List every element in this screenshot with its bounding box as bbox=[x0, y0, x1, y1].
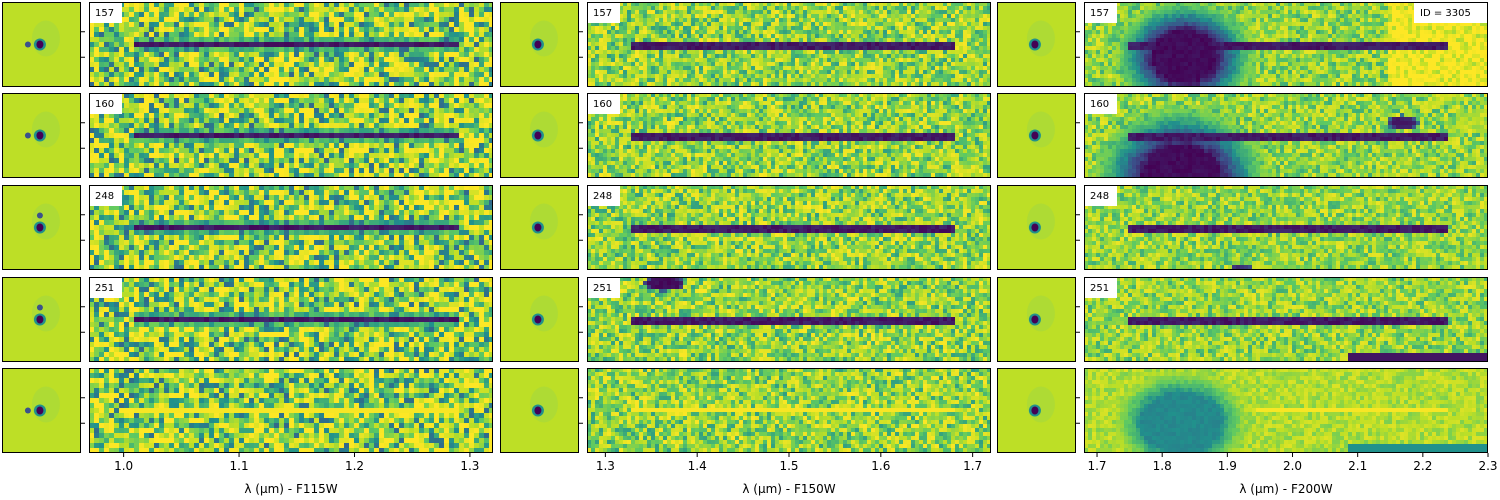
row-label-text: 251 bbox=[1090, 283, 1109, 294]
row-label-F200W-4: 251 bbox=[1085, 278, 1117, 298]
thumbnail-F115W-row-5 bbox=[2, 368, 85, 453]
row-label-F150W-4: 251 bbox=[588, 278, 620, 298]
xtick-label-F200W-2: 1.9 bbox=[1218, 459, 1237, 473]
row-label-text: 160 bbox=[1090, 99, 1109, 110]
row-label-F150W-2: 160 bbox=[588, 94, 620, 114]
xtick-label-F115W-0: 1.0 bbox=[114, 459, 133, 473]
thumbnail-F200W-row-3 bbox=[997, 185, 1080, 270]
xtick-label-F200W-4: 2.1 bbox=[1348, 459, 1367, 473]
xtick-label-F115W-2: 1.2 bbox=[345, 459, 364, 473]
row-label-F200W-1: 157 bbox=[1085, 3, 1117, 23]
spectrum-F200W-row-3 bbox=[1084, 185, 1488, 270]
spectrum-F200W-row-4 bbox=[1084, 277, 1488, 362]
spectrum-F115W-row-3 bbox=[89, 185, 493, 270]
spectrum-F150W-row-2 bbox=[587, 93, 991, 178]
thumbnail-F150W-row-3 bbox=[500, 185, 583, 270]
row-label-F115W-4: 251 bbox=[90, 278, 122, 298]
row-label-text: 160 bbox=[593, 99, 612, 110]
xtick-label-F150W-3: 1.6 bbox=[871, 459, 890, 473]
thumbnail-F200W-row-1 bbox=[997, 2, 1080, 87]
row-label-text: 251 bbox=[593, 283, 612, 294]
thumbnail-F115W-row-2 bbox=[2, 93, 85, 178]
row-label-F115W-3: 248 bbox=[90, 186, 122, 206]
row-label-text: 157 bbox=[593, 8, 612, 19]
object-id-label: ID = 3305 bbox=[1414, 3, 1487, 23]
thumbnail-F150W-row-5 bbox=[500, 368, 583, 453]
spectrum-F115W-row-2 bbox=[89, 93, 493, 178]
xtick-label-F150W-4: 1.7 bbox=[963, 459, 982, 473]
row-label-F150W-3: 248 bbox=[588, 186, 620, 206]
row-label-F150W-1: 157 bbox=[588, 3, 620, 23]
xtick-label-F200W-1: 1.8 bbox=[1153, 459, 1172, 473]
row-label-text: 248 bbox=[1090, 191, 1109, 202]
row-label-text: 248 bbox=[95, 191, 114, 202]
xtick-label-F200W-6: 2.3 bbox=[1478, 459, 1497, 473]
row-label-text: 251 bbox=[95, 283, 114, 294]
spectrum-F150W-row-5 bbox=[587, 368, 991, 453]
row-label-text: 157 bbox=[1090, 8, 1109, 19]
row-label-text: 157 bbox=[95, 8, 114, 19]
thumbnail-F115W-row-3 bbox=[2, 185, 85, 270]
spectrum-F115W-row-5 bbox=[89, 368, 493, 453]
thumbnail-F150W-row-1 bbox=[500, 2, 583, 87]
xtick-label-F150W-2: 1.5 bbox=[779, 459, 798, 473]
row-label-F115W-2: 160 bbox=[90, 94, 122, 114]
row-label-F115W-1: 157 bbox=[90, 3, 122, 23]
row-label-F200W-3: 248 bbox=[1085, 186, 1117, 206]
spectrum-F115W-row-1 bbox=[89, 2, 493, 87]
thumbnail-F150W-row-2 bbox=[500, 93, 583, 178]
spectrum-F150W-row-1 bbox=[587, 2, 991, 87]
spectrum-F150W-row-4 bbox=[587, 277, 991, 362]
row-label-text: 160 bbox=[95, 99, 114, 110]
spectrum-F200W-row-2 bbox=[1084, 93, 1488, 178]
xlabel-F115W: λ (μm) - F115W bbox=[244, 482, 337, 496]
xtick-label-F200W-3: 2.0 bbox=[1283, 459, 1302, 473]
spectrum-F200W-row-5 bbox=[1084, 368, 1488, 453]
xlabel-F150W: λ (μm) - F150W bbox=[742, 482, 835, 496]
object-id-text: ID = 3305 bbox=[1420, 8, 1471, 19]
xtick-label-F200W-5: 2.2 bbox=[1413, 459, 1432, 473]
thumbnail-F150W-row-4 bbox=[500, 277, 583, 362]
xtick-label-F150W-0: 1.3 bbox=[596, 459, 615, 473]
thumbnail-F115W-row-1 bbox=[2, 2, 85, 87]
row-label-text: 248 bbox=[593, 191, 612, 202]
spectrum-F115W-row-4 bbox=[89, 277, 493, 362]
thumbnail-F200W-row-2 bbox=[997, 93, 1080, 178]
xlabel-F200W: λ (μm) - F200W bbox=[1239, 482, 1332, 496]
thumbnail-F200W-row-5 bbox=[997, 368, 1080, 453]
spectrum-F200W-row-1 bbox=[1084, 2, 1488, 87]
row-label-F200W-2: 160 bbox=[1085, 94, 1117, 114]
xtick-label-F115W-1: 1.1 bbox=[230, 459, 249, 473]
thumbnail-F200W-row-4 bbox=[997, 277, 1080, 362]
spectrum-F150W-row-3 bbox=[587, 185, 991, 270]
xtick-label-F150W-1: 1.4 bbox=[688, 459, 707, 473]
thumbnail-F115W-row-4 bbox=[2, 277, 85, 362]
xtick-label-F200W-0: 1.7 bbox=[1087, 459, 1106, 473]
xtick-label-F115W-3: 1.3 bbox=[460, 459, 479, 473]
